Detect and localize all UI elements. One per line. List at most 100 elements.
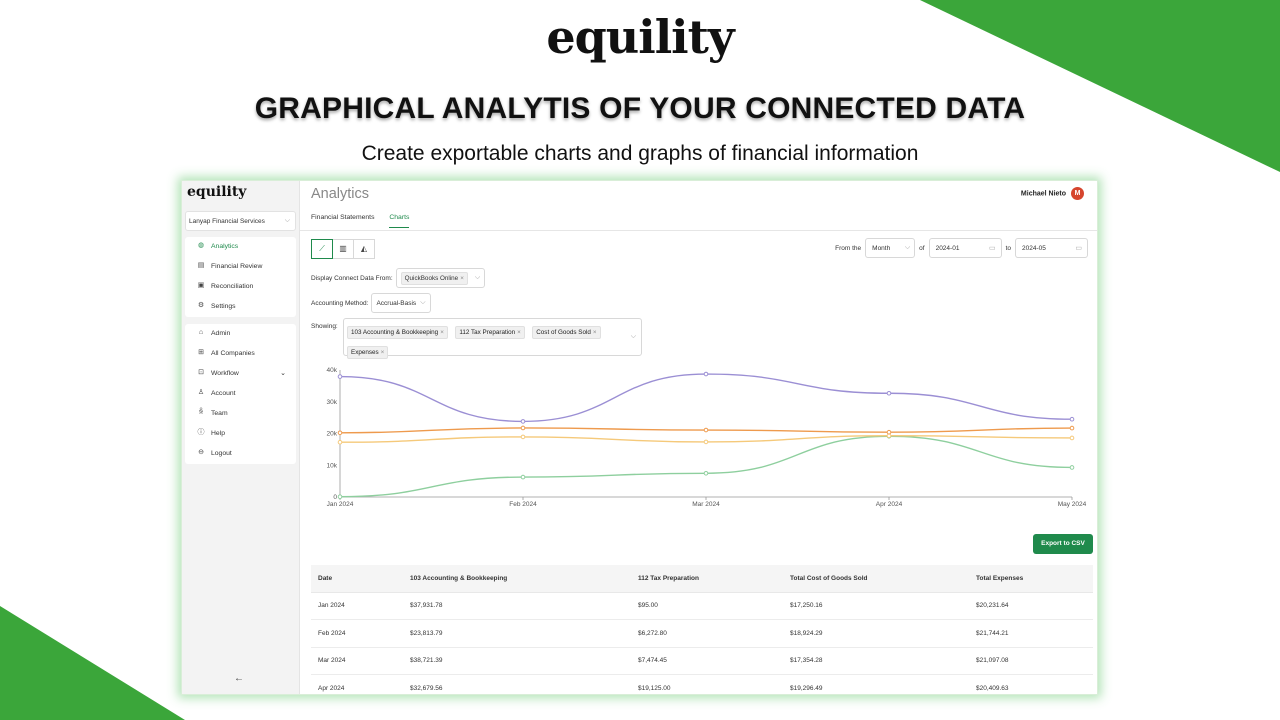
table-cell: $37,931.78 — [403, 592, 631, 620]
table-cell: Jan 2024 — [311, 592, 403, 620]
sidebar-item-financial-review[interactable]: ▤ Financial Review — [197, 262, 263, 270]
showing-filter-label: Showing: — [311, 323, 338, 330]
table-row: Mar 2024 $38,721.39 $7,474.45 $17,354.28… — [311, 647, 1093, 675]
sidebar-primary-group: ◍ Analytics ▤ Financial Review ▣ Reconci… — [185, 237, 296, 317]
x-tick-label: Feb 2024 — [509, 501, 537, 508]
sidebar-item-admin[interactable]: ⌂ Admin — [185, 324, 296, 344]
export-csv-button[interactable]: Export to CSV — [1033, 534, 1093, 554]
table-cell: $17,354.28 — [783, 647, 969, 675]
table-cell: $23,813.79 — [403, 619, 631, 648]
series-line — [339, 435, 1073, 498]
table-cell: $32,679.56 — [403, 674, 631, 694]
series-line — [339, 373, 1073, 423]
data-point — [337, 439, 343, 445]
remove-icon[interactable]: × — [440, 329, 444, 336]
sidebar-item-team[interactable]: ꆜ Team — [185, 404, 296, 424]
end-date-input[interactable]: 2024-05 ▭ — [1015, 238, 1088, 258]
table-cell: $20,409.63 — [969, 674, 1093, 694]
column-header[interactable]: Date — [311, 565, 403, 593]
y-tick-label: 40k — [327, 367, 338, 374]
user-menu[interactable]: Michael Nieto M — [1021, 187, 1084, 200]
company-name: Lanyap Financial Services — [189, 218, 265, 225]
x-tick-label: Mar 2024 — [692, 501, 720, 508]
column-header[interactable]: Total Expenses — [969, 565, 1093, 593]
data-point — [703, 371, 709, 377]
data-point — [886, 429, 892, 435]
x-tick-label: Jan 2024 — [327, 501, 354, 508]
chevron-down-icon: ⌵ — [904, 244, 911, 251]
y-tick-label: 20k — [327, 431, 338, 438]
data-point — [337, 494, 343, 499]
table-cell: $21,097.08 — [969, 647, 1093, 675]
tab-bar: Financial Statements Charts — [311, 214, 422, 228]
period-select[interactable]: Month ⌵ — [865, 238, 916, 258]
help-icon: ⓘ — [197, 429, 205, 436]
user-name: Michael Nieto — [1020, 190, 1067, 198]
column-header[interactable]: 112 Tax Preparation — [631, 565, 783, 593]
avatar: M — [1071, 187, 1084, 200]
remove-icon[interactable]: × — [380, 349, 385, 356]
source-tag: QuickBooks Online × — [400, 271, 468, 285]
sidebar-item-settings[interactable]: ⚙ Settings — [197, 302, 236, 310]
column-header[interactable]: Total Cost of Goods Sold — [783, 565, 969, 593]
company-selector[interactable]: Lanyap Financial Services ⌵ — [185, 211, 296, 231]
remove-icon[interactable]: × — [592, 329, 597, 336]
logout-icon: ⊖ — [198, 449, 204, 456]
y-tick-label: 10k — [327, 462, 338, 469]
area-chart-icon[interactable]: ◭ — [353, 239, 375, 259]
table-row: Feb 2024 $23,813.79 $6,272.80 $18,924.29… — [311, 619, 1093, 648]
grid-icon: ⊞ — [198, 349, 204, 356]
data-point — [703, 470, 709, 476]
data-point — [337, 374, 343, 379]
chevron-down-icon: ⌄ — [280, 370, 286, 377]
sidebar: equility Lanyap Financial Services ⌵ ◍ A… — [182, 181, 300, 694]
chevron-down-icon: ⌵ — [284, 217, 290, 224]
y-tick-label: 30k — [327, 399, 338, 406]
data-point — [520, 434, 526, 440]
showing-select[interactable]: 103 Accounting & Bookkeeping × 112 Tax Pr… — [343, 318, 642, 359]
table-row: Apr 2024 $32,679.56 $19,125.00 $19,296.4… — [311, 674, 1093, 694]
sidebar-logo: equility — [187, 184, 247, 200]
sidebar-item-help[interactable]: ⓘ Help — [197, 429, 225, 437]
data-point — [337, 430, 343, 436]
chart-type-toggle: ⟋ ▥ ◭ — [311, 239, 375, 259]
method-select[interactable]: Accrual-Basis ⌵ — [371, 293, 431, 313]
x-tick-label: Apr 2024 — [876, 501, 903, 508]
method-filter: Accounting Method: Accrual-Basis ⌵ — [311, 293, 431, 313]
table-cell: $19,296.49 — [783, 674, 969, 694]
sidebar-item-reconciliation[interactable]: ▣ Reconciliation — [197, 282, 254, 290]
source-filter: Display Connect Data From: QuickBooks On… — [311, 268, 486, 288]
sidebar-item-analytics[interactable]: ◍ Analytics — [197, 242, 239, 250]
data-point — [1069, 416, 1075, 422]
chevron-down-icon: ⌵ — [474, 274, 481, 281]
table-cell: $17,250.16 — [783, 592, 969, 620]
table-cell: $7,474.45 — [631, 647, 783, 675]
y-tick-label: 0 — [333, 494, 337, 501]
column-header[interactable]: 103 Accounting & Bookkeeping — [403, 565, 631, 593]
sidebar-item-all-companies[interactable]: ⊞ All Companies — [185, 344, 296, 364]
data-point — [703, 439, 709, 445]
admin-icon: ⌂ — [198, 329, 204, 336]
app-window: equility Lanyap Financial Services ⌵ ◍ A… — [181, 180, 1098, 695]
sidebar-secondary-group: ⌂ Admin ⊞ All Companies ⊡ Workflow ⌄ ♙ A… — [185, 324, 296, 464]
line-chart-icon[interactable]: ⟋ — [311, 239, 333, 259]
table-row: Jan 2024 $37,931.78 $95.00 $17,250.16 $2… — [311, 592, 1093, 620]
review-icon: ▤ — [197, 262, 205, 269]
sidebar-item-account[interactable]: ♙ Account — [197, 389, 236, 397]
user-icon: ♙ — [197, 389, 205, 396]
sidebar-item-logout[interactable]: ⊖ Logout — [185, 444, 296, 464]
page-headline: GRAPHICAL ANALYTIS OF YOUR CONNECTED DAT… — [254, 92, 1026, 125]
line-chart: 0 10k 20k 30k 40k Jan 2024 Feb 2024 Mar 2024 Apr… — [327, 367, 1087, 508]
sidebar-item-workflow[interactable]: ⊡ Workflow ⌄ — [185, 364, 296, 384]
bar-chart-icon[interactable]: ▥ — [332, 239, 354, 259]
data-point — [1069, 425, 1075, 431]
table-cell: $21,744.21 — [969, 619, 1093, 648]
tab-financial-statements[interactable]: Financial Statements — [311, 214, 375, 221]
data-point — [886, 390, 892, 396]
start-date-input[interactable]: 2024-01 ▭ — [928, 238, 1002, 258]
remove-icon[interactable]: × — [460, 274, 464, 282]
arrow-left-icon[interactable]: ← — [234, 673, 244, 684]
source-select[interactable]: QuickBooks Online × ⌵ — [395, 268, 486, 288]
tab-charts[interactable]: Charts — [389, 214, 410, 228]
remove-icon[interactable]: × — [517, 329, 521, 336]
